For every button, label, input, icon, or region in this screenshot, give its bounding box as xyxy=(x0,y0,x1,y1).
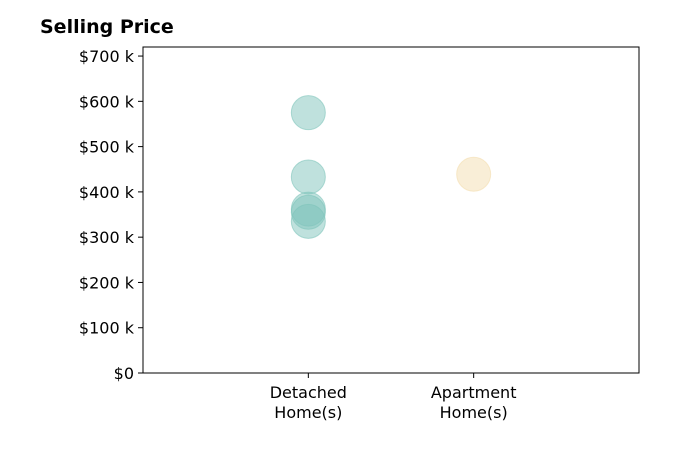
data-point xyxy=(290,95,326,131)
y-tick-label: $500 k xyxy=(79,138,135,157)
y-tick-label: $400 k xyxy=(79,183,135,202)
y-tick-label: $0 xyxy=(114,364,134,383)
chart-title: Selling Price xyxy=(40,16,174,38)
y-axis: $0 $100 k $200 k $300 k $400 k $500 k $600 k $7… xyxy=(79,47,143,383)
x-axis: Detached Home(s) Apartment Home(s) xyxy=(270,373,517,422)
y-tick-label: $300 k xyxy=(79,228,135,247)
y-tick-label: $700 k xyxy=(79,47,135,66)
data-point xyxy=(456,156,492,192)
y-tick-label: $200 k xyxy=(79,273,135,292)
plot-frame xyxy=(142,46,640,374)
data-point xyxy=(290,159,326,195)
y-tick-label: $600 k xyxy=(79,92,135,111)
data-point xyxy=(290,203,326,239)
x-tick-label: Apartment Home(s) xyxy=(431,383,517,422)
y-tick-label: $100 k xyxy=(79,319,135,338)
plot-marks xyxy=(290,95,492,239)
x-tick-label: Detached Home(s) xyxy=(270,383,347,422)
